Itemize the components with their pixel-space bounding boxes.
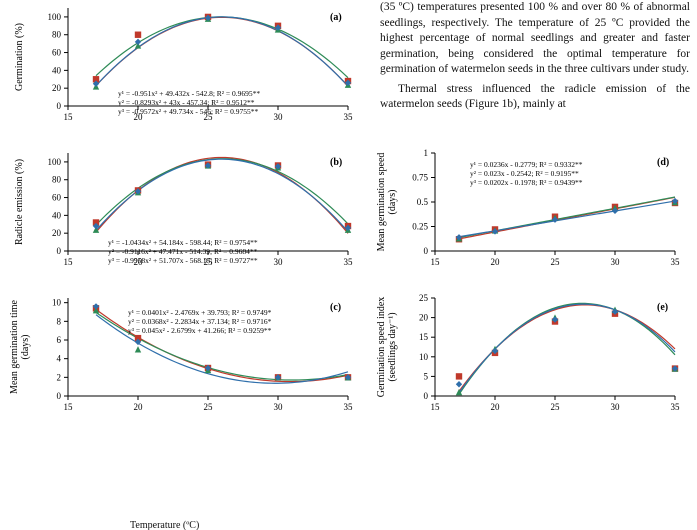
paragraph-2: Thermal stress influenced the radicle em…	[380, 82, 690, 113]
svg-text:15: 15	[431, 402, 441, 412]
svg-text:60: 60	[52, 193, 62, 203]
x-axis-title-shared: Temperature (ºC)	[130, 520, 199, 530]
svg-text:25: 25	[551, 402, 561, 412]
svg-text:0: 0	[57, 101, 62, 111]
svg-text:0.5: 0.5	[417, 197, 429, 207]
svg-text:35: 35	[671, 257, 681, 267]
equation-a-2: y² = -0.8293x² + 43x - 457.34; R² = 0.95…	[118, 98, 255, 107]
chart-c: 15 20 25 30 35 0 2 4 6 8 10 Mean germination time(d…	[8, 290, 358, 420]
chart-e: 15 20 25 30 35 0 5 10 15 20 25 Germination speed in…	[375, 290, 685, 420]
svg-text:8: 8	[57, 316, 62, 326]
svg-text:80: 80	[52, 175, 62, 185]
svg-text:1: 1	[424, 148, 429, 158]
svg-text:0: 0	[424, 246, 429, 256]
svg-text:6: 6	[57, 335, 62, 345]
svg-text:0: 0	[57, 391, 62, 401]
svg-text:20: 20	[52, 228, 62, 238]
svg-text:25: 25	[419, 293, 429, 303]
equation-a-3: y³ = -0.9572x² + 49.734x - 546; R² = 0.9…	[118, 107, 259, 116]
svg-text:(seedlings day⁻¹): (seedlings day⁻¹)	[387, 312, 398, 381]
svg-text:Mean germination time: Mean germination time	[9, 300, 20, 394]
svg-text:15: 15	[419, 332, 429, 342]
svg-text:Germination (%): Germination (%)	[14, 23, 25, 91]
svg-text:15: 15	[431, 257, 441, 267]
chart-svg-b: 1520253035020406080100Radicle emission (…	[8, 145, 358, 275]
equation-d-2: y² = 0.023x - 0.2542; R² = 0.9195**	[470, 169, 579, 178]
svg-text:20: 20	[52, 83, 62, 93]
svg-text:20: 20	[419, 313, 429, 323]
svg-text:100: 100	[48, 157, 62, 167]
svg-text:20: 20	[134, 402, 144, 412]
svg-text:20: 20	[491, 257, 501, 267]
svg-text:Germination speed index: Germination speed index	[376, 297, 387, 398]
svg-text:25: 25	[204, 402, 214, 412]
svg-text:10: 10	[419, 352, 429, 362]
svg-text:0.25: 0.25	[412, 222, 428, 232]
chart-d: 15 20 25 30 35 0 0.25 0.5 0.75 1 Mean germination …	[375, 145, 685, 275]
svg-text:Radicle emission (%): Radicle emission (%)	[14, 159, 25, 245]
panel-label-c: (c)	[330, 302, 341, 313]
svg-text:10: 10	[52, 298, 62, 308]
panel-label-e: (e)	[657, 302, 668, 313]
chart-b: 1520253035020406080100Radicle emission (…	[8, 145, 358, 275]
svg-text:80: 80	[52, 30, 62, 40]
svg-text:40: 40	[52, 210, 62, 220]
svg-text:4: 4	[57, 354, 62, 364]
svg-text:(days): (days)	[20, 335, 31, 360]
svg-text:35: 35	[671, 402, 681, 412]
svg-text:20: 20	[491, 402, 501, 412]
chart-svg-a: 1520253035020406080100Germination (%)(a)…	[8, 0, 358, 130]
svg-text:30: 30	[611, 257, 621, 267]
svg-text:25: 25	[551, 257, 561, 267]
panel-label-a: (a)	[330, 12, 342, 23]
equation-a-1: y¹ = -0.951x² + 49.432x - 542.8; R² = 0.…	[118, 89, 260, 98]
equation-d-3: y³ = 0.0202x - 0.1978; R² = 0.9439**	[470, 178, 583, 187]
chart-svg-c: 15 20 25 30 35 0 2 4 6 8 10 Mean germination time(d…	[8, 290, 358, 420]
chart-a: 1520253035020406080100Germination (%)(a)…	[8, 0, 358, 130]
svg-text:30: 30	[274, 112, 284, 122]
svg-text:15: 15	[64, 257, 74, 267]
equation-c-3: y³ = 0.045x² - 2.6799x + 41.266; R² = 0.…	[128, 326, 272, 335]
equation-b-3: y³ = -0.9958x² + 51.707x - 568.15; R² = …	[108, 256, 258, 265]
svg-text:40: 40	[52, 65, 62, 75]
svg-text:35: 35	[344, 112, 354, 122]
svg-text:5: 5	[424, 371, 429, 381]
svg-text:30: 30	[274, 402, 284, 412]
equation-b-2: y² = -0.9116x² + 47.471x - 514.39; R² = …	[108, 247, 258, 256]
equation-b-1: y¹ = -1.0434x² + 54.184x - 598.44; R² = …	[108, 238, 258, 247]
svg-text:0: 0	[424, 391, 429, 401]
equation-c-2: y² = 0.0368x² - 2.2834x + 37.134; R² = 0…	[128, 317, 272, 326]
svg-text:60: 60	[52, 48, 62, 58]
article-body-text: (35 ºC) temperatures presented 100 % and…	[380, 0, 690, 117]
svg-text:(days): (days)	[387, 190, 398, 215]
svg-text:35: 35	[344, 402, 354, 412]
chart-svg-e: 15 20 25 30 35 0 5 10 15 20 25 Germination speed in…	[375, 290, 685, 420]
svg-text:30: 30	[274, 257, 284, 267]
chart-svg-d: 15 20 25 30 35 0 0.25 0.5 0.75 1 Mean germination …	[375, 145, 685, 275]
svg-text:Mean germination speed: Mean germination speed	[376, 153, 387, 252]
equation-d-1: y¹ = 0.0236x - 0.2779; R² = 0.9332**	[470, 160, 583, 169]
svg-text:100: 100	[48, 12, 62, 22]
svg-text:0: 0	[57, 246, 62, 256]
svg-text:35: 35	[344, 257, 354, 267]
svg-text:2: 2	[57, 372, 62, 382]
paragraph-1: (35 ºC) temperatures presented 100 % and…	[380, 0, 690, 78]
svg-text:30: 30	[611, 402, 621, 412]
svg-text:15: 15	[64, 112, 74, 122]
equation-c-1: y¹ = 0.0401x² - 2.4769x + 39.793; R² = 0…	[128, 308, 272, 317]
svg-text:0.75: 0.75	[412, 173, 428, 183]
panel-label-b: (b)	[330, 157, 342, 168]
panel-label-d: (d)	[657, 157, 669, 168]
svg-text:15: 15	[64, 402, 74, 412]
